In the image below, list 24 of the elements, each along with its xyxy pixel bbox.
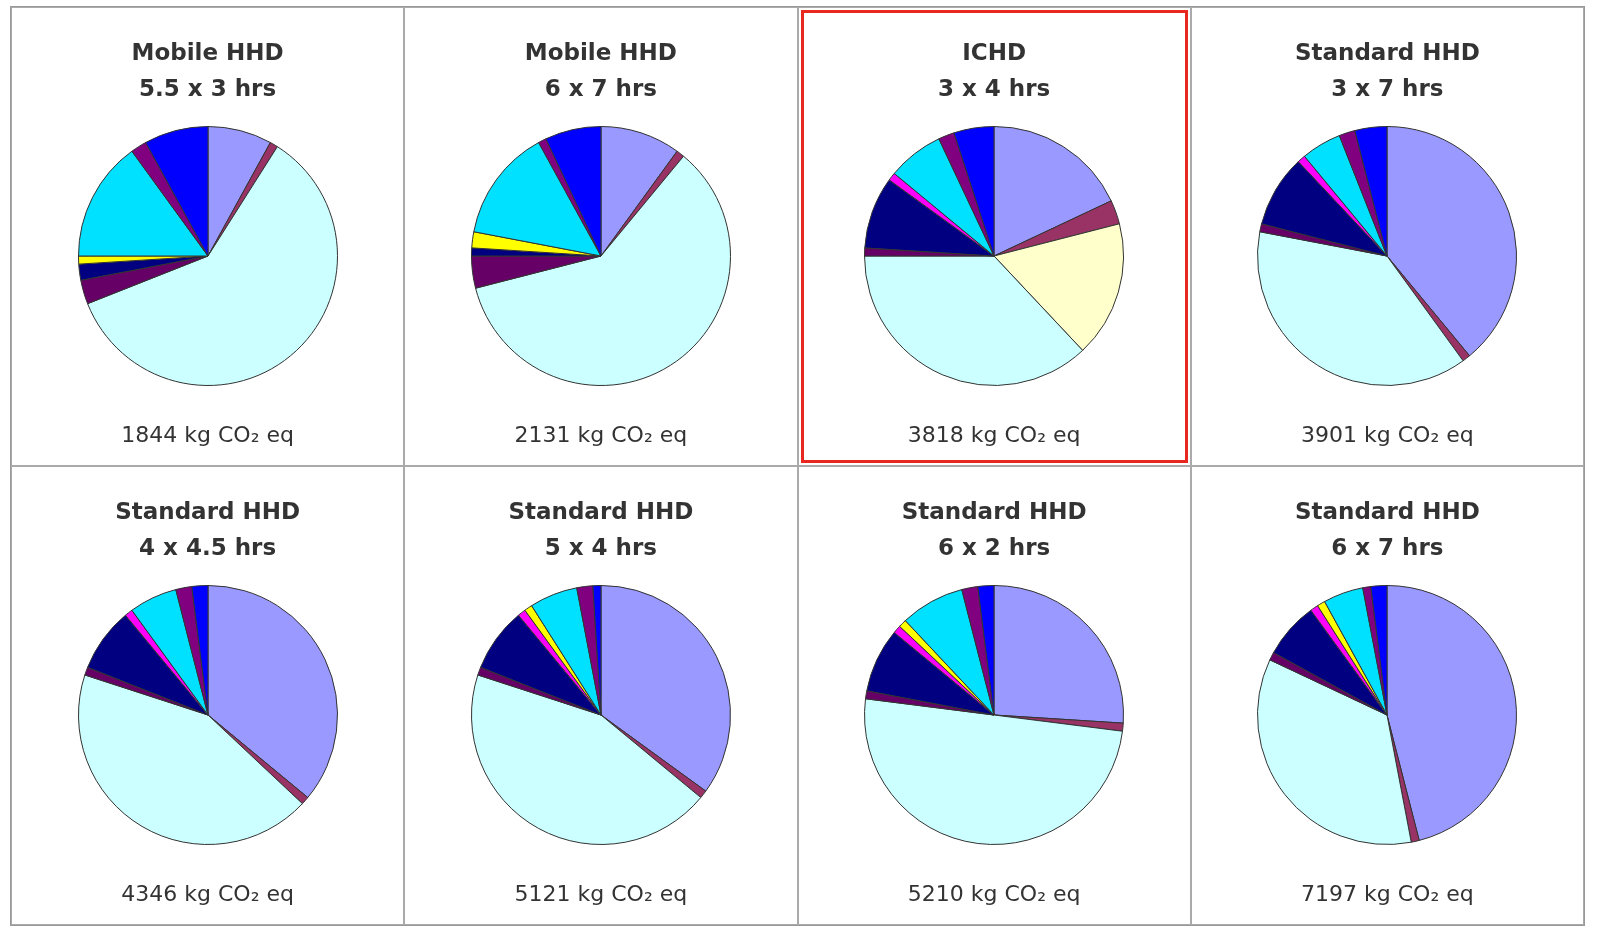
chart-subtitle: 4 x 4.5 hrs: [139, 534, 277, 560]
text: 5121 kg CO₂ eq: [513, 881, 689, 906]
chart-subtitle: 6 x 2 hrs: [937, 534, 1051, 560]
chart-subtitle: 6 x 7 hrs: [544, 75, 658, 101]
text: 3901 kg CO₂ eq: [1300, 422, 1475, 447]
text: 2131 kg CO₂ eq: [513, 422, 689, 447]
text: 1844 kg CO₂ eq: [120, 422, 295, 447]
chart-subtitle: 6 x 7 hrs: [1331, 534, 1444, 560]
text: 7197 kg CO₂ eq: [1300, 881, 1475, 906]
chart-title: ICHD: [962, 39, 1027, 65]
chart-subtitle: 5.5 x 3 hrs: [139, 75, 277, 101]
text: 5210 kg CO₂ eq: [906, 881, 1082, 906]
chart-title: Mobile HHD: [524, 39, 677, 65]
text: 4346 kg CO₂ eq: [120, 881, 295, 906]
text: 3818 kg CO₂ eq: [906, 422, 1082, 447]
chart-title: Standard HHD: [1294, 498, 1480, 524]
chart-title: Standard HHD: [508, 498, 694, 524]
chart-subtitle: 3 x 4 hrs: [937, 75, 1051, 101]
chart-title: Standard HHD: [1294, 39, 1480, 65]
chart-title: Mobile HHD: [131, 39, 284, 65]
chart-subtitle: 3 x 7 hrs: [1331, 75, 1444, 101]
chart-subtitle: 5 x 4 hrs: [544, 534, 658, 560]
chart-title: Standard HHD: [901, 498, 1087, 524]
chart-title: Standard HHD: [115, 498, 301, 524]
